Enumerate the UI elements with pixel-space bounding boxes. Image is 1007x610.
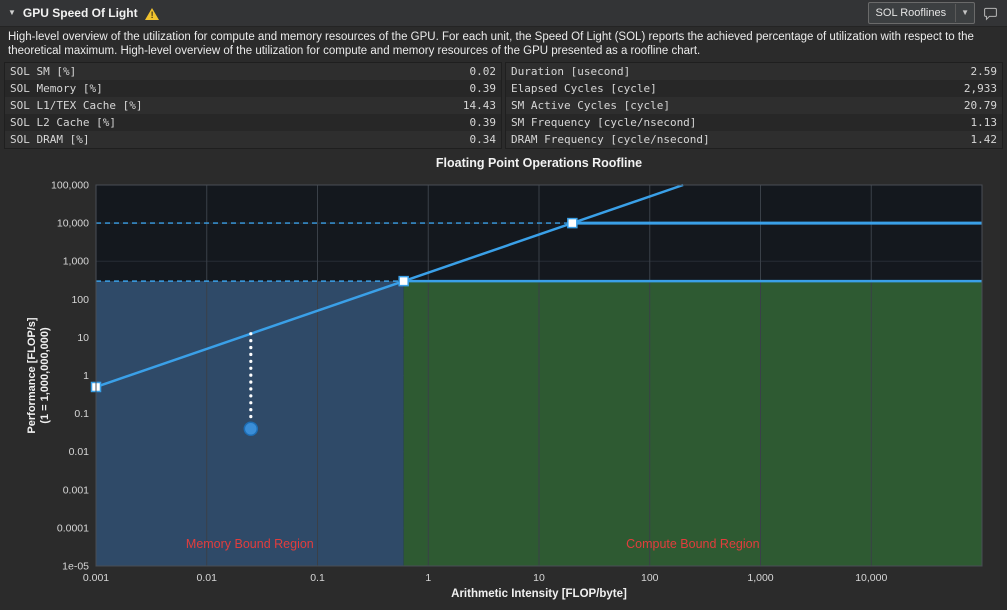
metric-row[interactable]: SOL DRAM [%] 0.34 [5, 131, 501, 148]
y-tick-label: 0.1 [74, 408, 89, 420]
roofline-plot: 0.001 0.01 0.1 1 10 100 1,000 10,000 1e-05 0.0001… [51, 180, 983, 584]
metric-label: SM Frequency [cycle/nsecond] [511, 116, 697, 129]
plot-border [95, 184, 983, 567]
metric-row[interactable]: SM Active Cycles [cycle] 20.79 [506, 97, 1002, 114]
memory-bandwidth-roofline [95, 183, 684, 389]
metric-label: SOL SM [%] [10, 65, 77, 78]
metrics-tables: SOL SM [%] 0.02 SOL Memory [%] 0.39 SOL L1/T… [4, 62, 1003, 149]
metric-row[interactable]: Elapsed Cycles [cycle] 2,933 [506, 80, 1002, 97]
x-axis-label: Arithmetic Intensity [FLOP/byte] [451, 588, 627, 600]
chevron-down-icon: ▼ [955, 4, 974, 22]
metric-row[interactable]: SOL Memory [%] 0.39 [5, 80, 501, 97]
metric-label: Duration [usecond] [511, 65, 631, 78]
section-description: High-level overview of the utilization f… [8, 31, 974, 57]
x-tick-label: 1 [425, 572, 431, 584]
compute-bound-region-label: Compute Bound Region [626, 537, 759, 551]
section-title: GPU Speed Of Light [22, 6, 138, 20]
metric-label: SM Active Cycles [cycle] [511, 99, 670, 112]
metric-label: Elapsed Cycles [cycle] [511, 82, 657, 95]
chart-title: Floating Point Operations Roofline [435, 156, 643, 170]
x-tick-label: 1,000 [747, 572, 773, 584]
y-tick-label: 0.001 [63, 484, 89, 496]
x-tick-label: 0.001 [83, 572, 109, 584]
metric-row[interactable]: Duration [usecond] 2.59 [506, 63, 1002, 80]
x-tick-label: 10,000 [855, 572, 887, 584]
ridge-point-marker[interactable] [567, 217, 578, 229]
metric-value: 2,933 [963, 82, 997, 95]
metric-value: 1.13 [970, 116, 998, 129]
x-tick-label: 10 [533, 572, 545, 584]
metric-row[interactable]: SM Frequency [cycle/nsecond] 1.13 [506, 114, 1002, 131]
metric-row[interactable]: SOL SM [%] 0.02 [5, 63, 501, 80]
warning-exclamation: ! [150, 9, 154, 20]
metric-label: SOL L1/TEX Cache [%] [10, 99, 143, 112]
y-tick-label: 100,000 [51, 180, 89, 192]
warning-icon[interactable]: ! [144, 7, 160, 20]
metric-label: SOL DRAM [%] [10, 133, 90, 146]
roofline-chart: Floating Point Operations Roofline Perfo… [0, 150, 1007, 610]
y-tick-label: 1,000 [63, 256, 89, 268]
x-tick-label: 0.1 [310, 572, 325, 584]
y-tick-label: 10 [77, 332, 89, 344]
y-tick-label: 100 [71, 294, 89, 306]
metric-label: SOL Memory [%] [10, 82, 103, 95]
metric-row[interactable]: SOL L1/TEX Cache [%] 14.43 [5, 97, 501, 114]
collapse-chevron-icon[interactable]: ▼ [8, 8, 16, 17]
achieved-value-point[interactable] [243, 421, 259, 437]
timing-metrics-table: Duration [usecond] 2.59 Elapsed Cycles [cy… [505, 62, 1003, 149]
sol-rooflines-dropdown[interactable]: SOL Rooflines ▼ [867, 2, 975, 24]
x-tick-label: 100 [641, 572, 659, 584]
ridge-point-marker[interactable] [398, 275, 409, 287]
warning-triangle-shape [144, 7, 159, 20]
section-header: ▼ GPU Speed Of Light ! SOL Rooflines ▼ [0, 0, 1007, 27]
compute-bound-region [403, 281, 982, 566]
comment-icon[interactable] [982, 5, 999, 22]
y-tick-label: 1 [83, 370, 89, 382]
metric-value: 20.79 [963, 99, 997, 112]
metric-value: 0.02 [469, 65, 497, 78]
metric-value: 0.34 [469, 133, 497, 146]
metric-label: SOL L2 Cache [%] [10, 116, 116, 129]
metric-value: 14.43 [462, 99, 496, 112]
dropdown-selected-value: SOL Rooflines [875, 7, 947, 19]
x-tick-label: 0.01 [197, 572, 218, 584]
y-tick-label: 10,000 [57, 218, 89, 230]
y-tick-label: 0.01 [69, 446, 90, 458]
sol-metrics-table: SOL SM [%] 0.02 SOL Memory [%] 0.39 SOL L1/T… [4, 62, 502, 149]
metric-row[interactable]: SOL L2 Cache [%] 0.39 [5, 114, 501, 131]
speech-bubble-icon [984, 7, 997, 21]
metric-value: 0.39 [469, 82, 497, 95]
memory-bound-region-label: Memory Bound Region [186, 537, 314, 551]
metric-value: 2.59 [970, 65, 998, 78]
metric-label: DRAM Frequency [cycle/nsecond] [511, 133, 710, 146]
metric-value: 0.39 [469, 116, 497, 129]
y-tick-label: 1e-05 [62, 561, 89, 573]
y-tick-label: 0.0001 [57, 522, 89, 534]
metric-value: 1.42 [970, 133, 998, 146]
metric-row[interactable]: DRAM Frequency [cycle/nsecond] 1.42 [506, 131, 1002, 148]
